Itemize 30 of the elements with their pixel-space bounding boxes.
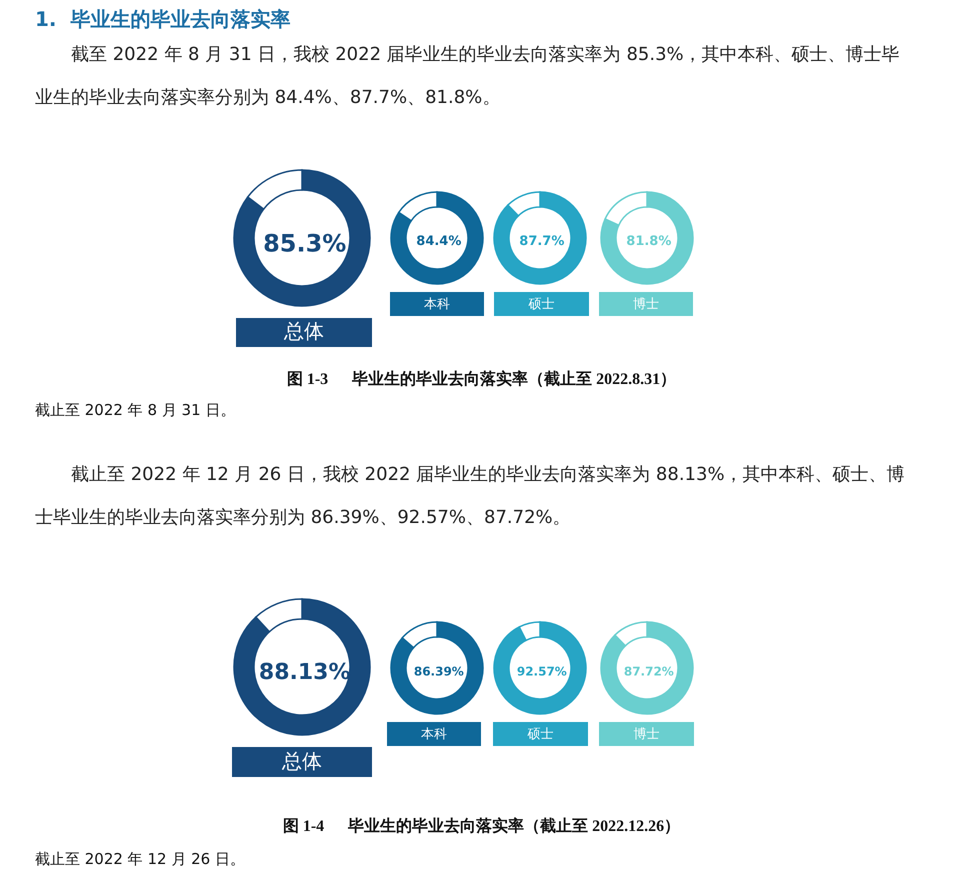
text: 总体 bbox=[232, 747, 372, 777]
text: 截止至 2022 年 8 月 31 日。 bbox=[35, 401, 236, 420]
text: 总体 bbox=[236, 318, 372, 347]
donut-slice bbox=[493, 621, 587, 715]
text: 硕士 bbox=[494, 292, 589, 316]
donut-slice bbox=[390, 621, 484, 715]
text: 博士 bbox=[599, 722, 694, 746]
data-label: 87.72% bbox=[624, 664, 674, 679]
text: 博士 bbox=[599, 292, 693, 316]
donut-slice bbox=[600, 191, 694, 285]
donut-slice bbox=[493, 191, 587, 285]
text: 截止至 2022 年 12 月 26 日，我校 2022 届毕业生的毕业去向落实率为 88.13%，其中本科、硕士、博士毕业生的毕业去向落实率分别为 86.39%、92.57%、87.72%。 bbox=[35, 464, 905, 528]
data-label: 86.39% bbox=[414, 664, 464, 679]
data-label: 92.57% bbox=[516, 664, 567, 679]
text: 硕士 bbox=[493, 722, 588, 746]
caption: 图 1-4 毕业生的毕业去向落实率（截止至 2022.12.26） bbox=[282, 816, 682, 837]
donut-slice bbox=[233, 169, 371, 307]
data-label: 85.3% bbox=[263, 229, 346, 258]
donut-slice bbox=[390, 191, 484, 285]
text: 本科 bbox=[390, 292, 484, 316]
data-label: 84.4% bbox=[416, 234, 462, 250]
data-label: 88.13% bbox=[258, 660, 351, 685]
data-label: 81.8% bbox=[626, 234, 672, 250]
text: 1. 毕业生的毕业去向落实率 bbox=[35, 6, 290, 33]
text: 本科 bbox=[387, 722, 481, 746]
text: 截止至 2022 年 12 月 26 日。 bbox=[35, 850, 245, 869]
text: 截至 2022 年 8 月 31 日，我校 2022 届毕业生的毕业去向落实率为 85.3%，其中本科、硕士、博士毕业生的毕业去向落实率分别为 84.4%、87.7%、81.8%。 bbox=[35, 44, 900, 108]
data-label: 87.7% bbox=[519, 234, 564, 250]
caption: 图 1-3 毕业生的毕业去向落实率（截止至 2022.8.31） bbox=[286, 369, 678, 390]
donut-slice bbox=[600, 621, 694, 715]
